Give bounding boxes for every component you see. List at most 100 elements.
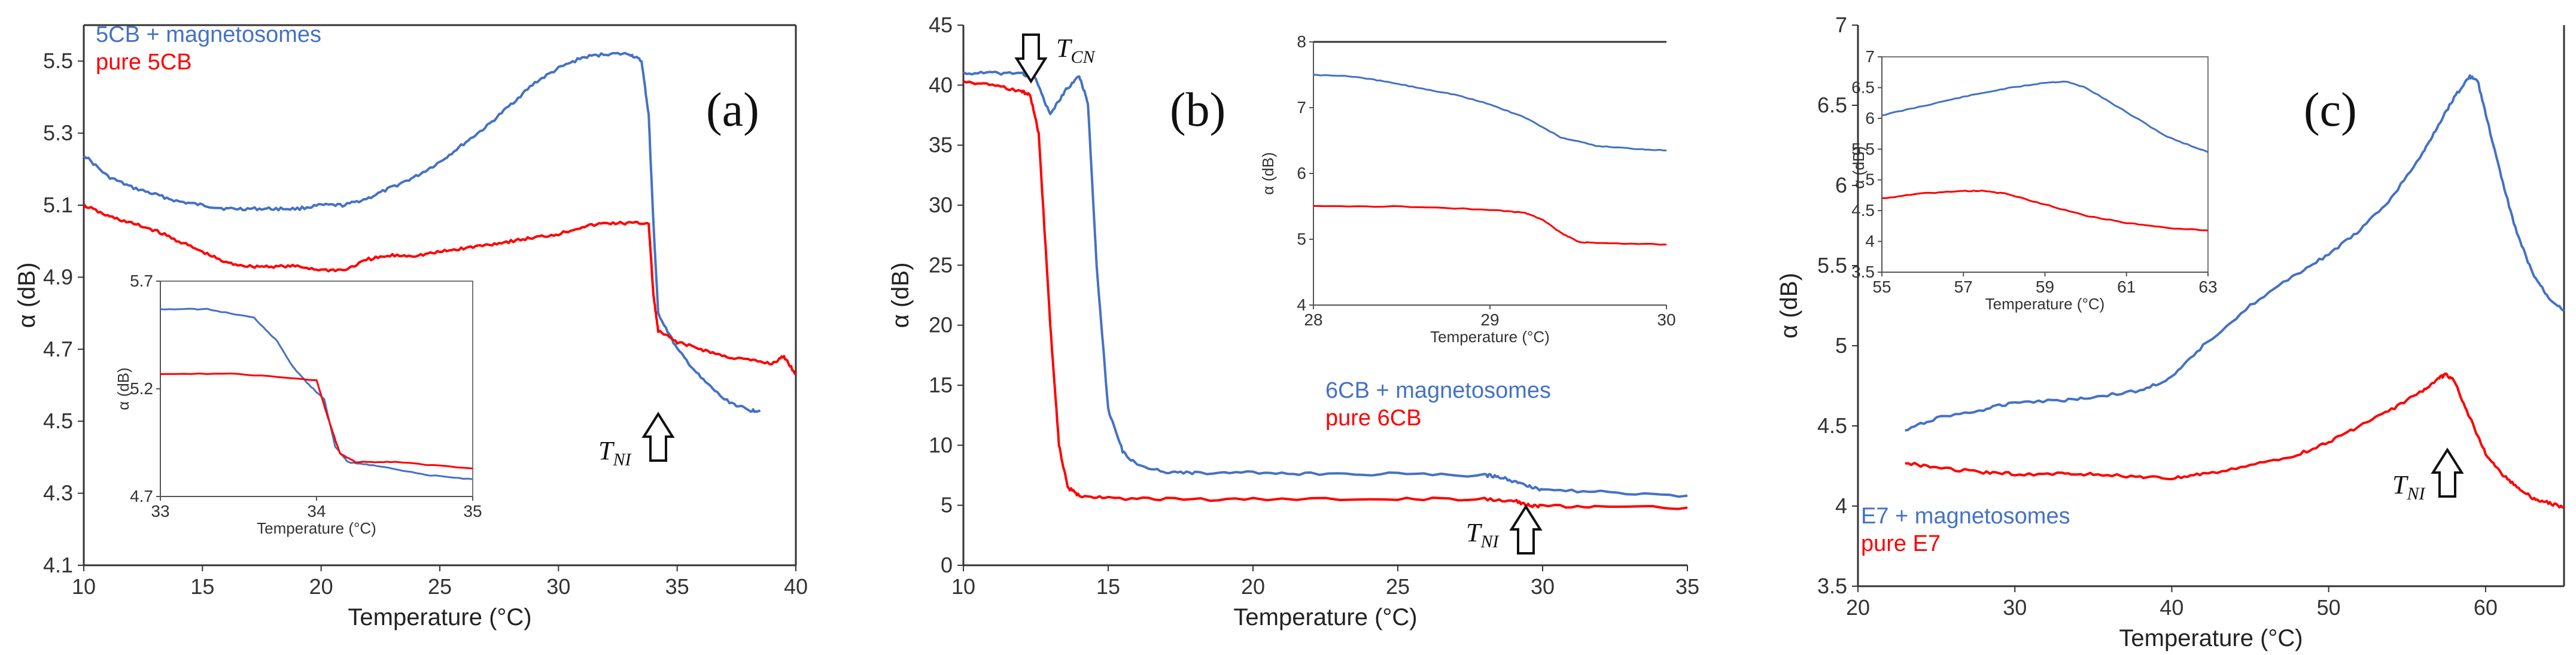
y-tick-label: 35 <box>929 133 953 157</box>
inset-y-tick-label: 5 <box>1865 170 1875 189</box>
y-tick-label: 30 <box>929 193 953 217</box>
transition-label: TNI <box>2392 470 2426 504</box>
inset-x-tick-label: 35 <box>463 502 482 520</box>
inset-x-tick-label: 57 <box>1954 278 1973 296</box>
x-tick-label: 30 <box>2003 595 2027 620</box>
transition-symbol: T <box>1466 518 1483 547</box>
inset-series-line-2 <box>1313 205 1667 246</box>
inset-y-tick-label: 4.7 <box>130 487 153 505</box>
y-tick-label: 0 <box>941 553 953 577</box>
transition-arrow <box>641 412 675 462</box>
inset-x-tick-label: 33 <box>151 502 169 520</box>
x-tick-label: 15 <box>1096 574 1120 599</box>
x-axis-label: Temperature (°C) <box>2119 625 2303 651</box>
legend-entry-2: pure 6CB <box>1325 406 1422 431</box>
y-tick-label: 5.5 <box>1817 253 1847 278</box>
y-tick-label: 5 <box>1835 333 1847 358</box>
inset-y-tick-label: 5 <box>1297 230 1306 248</box>
y-tick-label: 15 <box>929 373 953 397</box>
y-tick-label: 4.1 <box>43 553 73 577</box>
inset-y-tick-label: 4 <box>1865 232 1875 251</box>
inset-chart: 28 29 30 4 5 6 7 8 Temperature (°C) α (dB) <box>1259 32 1676 346</box>
inset-series-line-1 <box>1313 74 1667 151</box>
y-tick-label: 7 <box>1835 13 1847 37</box>
inset-y-label: α (dB) <box>1850 146 1868 188</box>
inset-series-line-1 <box>160 307 473 480</box>
transition-symbol: T <box>1056 33 1073 63</box>
inset-x-tick-label: 29 <box>1480 310 1499 329</box>
y-tick-label: 5 <box>941 493 953 517</box>
inset-chart: 55 57 59 61 63 3.5 4 4.5 5 5.5 6 6.5 7 Temperature (°… <box>1850 47 2218 313</box>
y-tick-label: 4.7 <box>43 337 73 361</box>
inset-y-tick-label: 7 <box>1297 98 1306 117</box>
transition-subscript: CN <box>1070 47 1096 67</box>
inset-x-tick-label: 55 <box>1872 278 1891 296</box>
x-tick-label: 20 <box>1241 574 1265 599</box>
inset-x-tick-label: 28 <box>1304 310 1322 329</box>
x-tick-label: 35 <box>1675 574 1699 599</box>
x-tick-label: 10 <box>951 574 975 599</box>
y-tick-label: 5.3 <box>43 121 73 145</box>
y-tick-label: 6.5 <box>1817 93 1847 117</box>
inset-y-tick-label: 4 <box>1297 295 1306 314</box>
inset-y-tick-label: 5.5 <box>1851 139 1875 158</box>
inset-x-label: Temperature (°C) <box>1430 328 1550 346</box>
series-line-1 <box>962 71 1688 498</box>
inset-y-label: α (dB) <box>114 367 132 410</box>
inset-frame <box>160 281 473 497</box>
inset-y-label: α (dB) <box>1259 152 1277 194</box>
x-tick-label: 25 <box>1386 574 1410 599</box>
legend-entry-2: pure 5CB <box>96 50 192 75</box>
transition-arrow <box>1014 33 1048 84</box>
y-tick-label: 5.5 <box>43 48 73 73</box>
inset-x-tick-label: 34 <box>307 502 326 520</box>
inset-x-tick-label: 59 <box>2036 278 2054 296</box>
transition-label: TNI <box>1466 518 1500 552</box>
panel-a: 10 15 20 25 30 35 40 4.1 4.3 4.5 4.7 4.9 5.1 5.3 5.5 Te… <box>14 22 808 630</box>
panel-label: (a) <box>706 84 759 136</box>
x-tick-label: 40 <box>784 574 808 599</box>
inset-y-tick-label: 5.7 <box>130 272 153 290</box>
transition-subscript: NI <box>1480 532 1500 552</box>
inset-x-tick-label: 63 <box>2198 278 2217 296</box>
inset-y-tick-label: 5.2 <box>130 379 153 398</box>
series-line-2 <box>963 80 1688 510</box>
inset-x-tick-label: 61 <box>2117 278 2136 296</box>
legend-entry-1: 6CB + magnetosomes <box>1325 378 1551 403</box>
y-tick-label: 4.5 <box>43 409 73 433</box>
y-tick-label: 45 <box>929 13 953 37</box>
transition-arrow <box>2431 447 2464 498</box>
y-tick-label: 4.5 <box>1817 413 1847 438</box>
series-line-1 <box>1905 74 2565 432</box>
x-tick-label: 25 <box>428 574 452 599</box>
x-tick-label: 40 <box>2160 595 2183 620</box>
y-axis-label: α (dB) <box>1776 273 1802 339</box>
x-tick-label: 60 <box>2474 595 2498 620</box>
transition-symbol: T <box>2392 470 2409 499</box>
y-tick-label: 3.5 <box>1817 574 1847 598</box>
inset-x-tick-label: 30 <box>1657 310 1675 329</box>
x-tick-label: 35 <box>665 574 689 599</box>
inset-y-tick-label: 3.5 <box>1851 263 1875 281</box>
inset-frame <box>1881 56 2209 273</box>
transition-subscript: NI <box>612 450 632 470</box>
transition-label: TNI <box>598 436 632 470</box>
x-tick-label: 10 <box>72 574 96 599</box>
x-tick-label: 50 <box>2317 595 2341 620</box>
inset-y-tick-label: 7 <box>1865 47 1875 66</box>
inset-y-tick-label: 8 <box>1297 32 1306 51</box>
panel-label: (c) <box>2304 84 2357 136</box>
inset-series-line-1 <box>1881 80 2209 153</box>
transition-subscript: NI <box>2406 484 2426 504</box>
y-tick-label: 4 <box>1835 493 1847 518</box>
y-axis-label: α (dB) <box>887 263 914 328</box>
x-tick-label: 20 <box>1846 595 1870 620</box>
x-tick-label: 30 <box>1531 574 1555 599</box>
inset-y-tick-label: 6.5 <box>1851 78 1875 96</box>
inset-series-line-2 <box>1881 189 2209 231</box>
y-tick-label: 6 <box>1835 173 1847 197</box>
y-tick-label: 10 <box>929 432 953 457</box>
transition-label: TCN <box>1056 33 1096 67</box>
